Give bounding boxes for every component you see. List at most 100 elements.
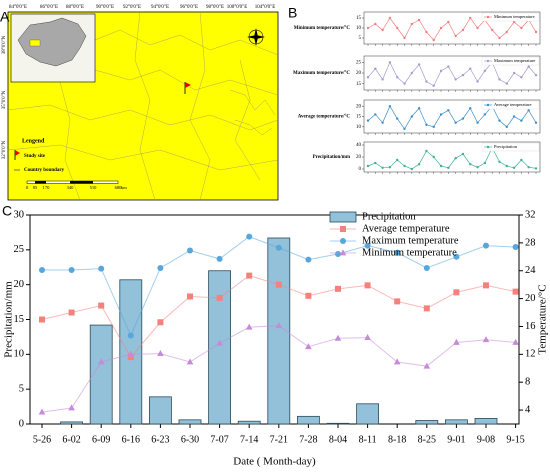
- lon-label: 92°0'0"E: [123, 5, 141, 10]
- marker: [246, 272, 253, 279]
- marker: [410, 71, 414, 75]
- marker: [374, 67, 377, 70]
- marker: [417, 107, 421, 110]
- marker: [68, 404, 75, 411]
- marker: [403, 164, 406, 168]
- y-tick-label: 40: [356, 143, 362, 148]
- legend-box: [481, 142, 540, 152]
- x-tick-label: 8-18: [388, 434, 406, 445]
- marker: [453, 338, 460, 345]
- bar: [444, 419, 468, 425]
- marker: [38, 408, 46, 415]
- marker: [512, 338, 519, 345]
- marker: [432, 84, 435, 87]
- x-axis-label: Date ( Month-day): [233, 456, 316, 468]
- scale-unit: km: [121, 185, 127, 190]
- y-tick-label: 0: [359, 167, 362, 172]
- legend-swatch: [329, 211, 357, 223]
- marker: [432, 125, 435, 129]
- marker: [423, 305, 430, 312]
- marker: [461, 28, 465, 32]
- marker: [447, 166, 450, 169]
- marker: [374, 161, 377, 165]
- legend-label: Precipitation: [494, 144, 518, 149]
- y-axis-label: Average temperature/°C: [298, 115, 351, 120]
- marker: [482, 336, 490, 343]
- y2-tick-label: 20: [525, 293, 536, 304]
- marker: [512, 244, 519, 251]
- marker: [68, 267, 75, 274]
- marker: [454, 157, 457, 160]
- marker: [335, 285, 341, 292]
- marker: [453, 253, 460, 260]
- marker: [334, 334, 342, 341]
- y-tick-label: 20: [356, 104, 362, 109]
- marker: [410, 22, 414, 26]
- marker: [366, 26, 370, 30]
- marker: [454, 34, 457, 38]
- legend-label: Precipitation: [362, 211, 416, 222]
- marker: [469, 67, 472, 70]
- marker: [366, 76, 370, 79]
- marker: [439, 164, 443, 168]
- marker: [483, 282, 489, 289]
- lat-label: 38°0'0"N: [2, 35, 7, 54]
- marker: [364, 242, 371, 249]
- marker: [366, 119, 370, 122]
- x-tick-label: 9-15: [506, 434, 524, 445]
- y-tick-label: 30: [14, 209, 25, 220]
- marker: [476, 166, 479, 169]
- marker: [216, 255, 223, 262]
- y-tick-label: 25: [356, 61, 362, 66]
- marker: [534, 30, 538, 34]
- marker: [439, 69, 443, 73]
- marker: [187, 247, 193, 254]
- marker: [425, 149, 428, 153]
- marker: [245, 323, 253, 330]
- marker: [388, 166, 392, 169]
- marker: [439, 113, 443, 116]
- x-tick-label: 9-01: [447, 434, 465, 445]
- x-tick-label: 6-09: [92, 434, 110, 445]
- study-site-flag: [184, 82, 191, 94]
- marker: [98, 302, 105, 309]
- marker: [454, 78, 457, 81]
- y2-tick-label: 28: [525, 237, 536, 248]
- marker: [512, 288, 519, 295]
- panel-b: B Minimum temperature/°C 5 10 15 Minimum temp…: [288, 5, 541, 174]
- x-tick-label: 7-07: [210, 434, 228, 445]
- bar: [60, 421, 83, 425]
- marker: [216, 294, 223, 301]
- bar: [237, 420, 261, 425]
- x-tick-label: 9-08: [477, 434, 495, 445]
- legend-title: Lengend: [22, 138, 45, 144]
- y-tick-label: 5: [359, 36, 362, 41]
- y-tick-label: 15: [356, 82, 362, 87]
- legend-label: Minimum temperature: [362, 247, 457, 258]
- marker: [98, 265, 105, 272]
- inset-study-area: [29, 39, 41, 47]
- marker: [39, 316, 45, 323]
- marker: [476, 26, 479, 30]
- marker: [388, 104, 392, 108]
- bar: [356, 403, 380, 425]
- bar: [296, 415, 320, 425]
- marker: [505, 125, 508, 129]
- x-tick-label: 8-11: [359, 434, 377, 445]
- marker: [476, 121, 479, 124]
- map-panel: [7, 11, 279, 201]
- marker: [364, 334, 371, 341]
- marker: [423, 362, 431, 369]
- marker: [381, 28, 384, 32]
- lon-label: 90°0'0"E: [96, 5, 114, 10]
- y-axis-label: Precipitation/mm: [3, 281, 15, 358]
- x-tick-label: 6-02: [62, 434, 80, 445]
- marker: [498, 160, 501, 163]
- marker: [394, 298, 401, 305]
- marker: [534, 167, 538, 170]
- x-tick-label: 6-30: [181, 434, 199, 445]
- y-axis-label: Precipitation/mm: [313, 155, 351, 160]
- panel-c: C 0 5 10 15 20 25 30 4 8 12 16 20 24 28 32 5-26 6-02 6-09 6…: [2, 203, 549, 468]
- y-tick-label: 20: [14, 279, 25, 290]
